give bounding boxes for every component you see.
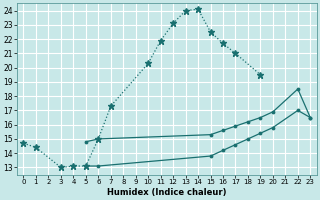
X-axis label: Humidex (Indice chaleur): Humidex (Indice chaleur) <box>107 188 227 197</box>
